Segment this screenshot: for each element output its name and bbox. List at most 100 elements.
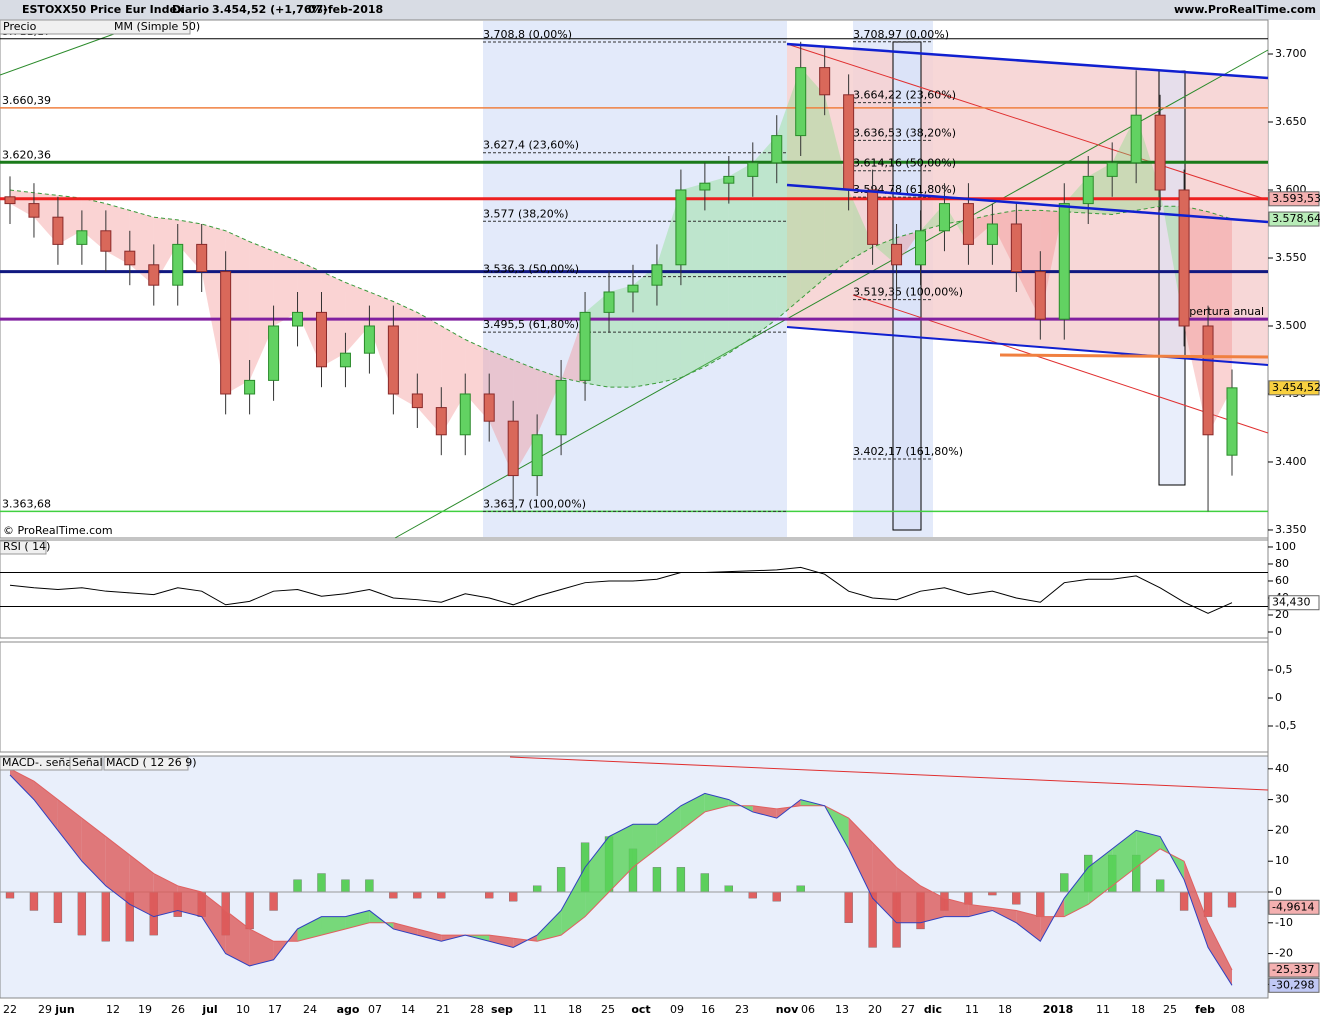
x-tick-label: 18	[568, 1003, 582, 1016]
band	[81, 818, 106, 886]
fib-label: 3.402,17 (161,80%)	[853, 445, 963, 458]
candle	[4, 196, 16, 205]
y-tick-label: -20	[1275, 947, 1293, 960]
histogram-bar	[485, 891, 494, 899]
band	[1064, 176, 1089, 214]
line	[9, 768, 1233, 971]
candle	[699, 182, 711, 191]
x-tick-label: nov	[776, 1003, 799, 1016]
fib-label: 3.363,7 (100,00%)	[483, 497, 586, 510]
band	[656, 805, 681, 849]
legend-box	[103, 756, 189, 771]
band	[273, 251, 298, 326]
histogram-bar	[53, 891, 63, 923]
legend-entry: MM (Simple 50)	[114, 20, 200, 33]
candle	[1058, 203, 1070, 320]
candle	[244, 379, 256, 395]
header: ESTOXX50 Price Eur Index Diario 3.454,52…	[0, 0, 1320, 20]
x-tick-label: jun	[54, 1003, 74, 1016]
band	[1064, 867, 1089, 917]
band	[896, 230, 921, 265]
x-tick-label: 06	[801, 1003, 815, 1016]
candle	[148, 264, 160, 286]
x-tick-label: 13	[835, 1003, 849, 1016]
value-tag-label: 3.578,64	[1272, 212, 1320, 225]
candle	[603, 291, 615, 313]
band	[201, 223, 226, 394]
y-tick-label: 0,5	[1275, 663, 1293, 676]
x-tick-label: 23	[735, 1003, 749, 1016]
band	[872, 842, 897, 923]
channel-line	[786, 183, 1269, 224]
band	[321, 916, 346, 936]
value-tag	[1268, 595, 1320, 611]
band	[585, 836, 610, 917]
x-tick-label: 24	[303, 1003, 317, 1016]
band	[896, 867, 921, 923]
panel-title-box	[0, 540, 47, 555]
symbol: ESTOXX50 Price Eur Index	[22, 3, 184, 16]
band	[968, 904, 993, 917]
y-tick-label: 20	[1275, 823, 1289, 836]
value-tag	[1268, 380, 1320, 396]
histogram-bar	[724, 885, 733, 893]
histogram-bar	[1012, 891, 1021, 905]
value-tag	[1268, 211, 1320, 227]
band	[1160, 189, 1185, 326]
line	[9, 566, 1233, 614]
value-tag-label: -4,9614	[1272, 900, 1314, 913]
band	[561, 867, 586, 936]
band	[1040, 898, 1065, 942]
fib-label: 3.627,4 (23,60%)	[483, 139, 579, 152]
candle	[339, 352, 351, 368]
rsi-panel	[0, 539, 1269, 639]
histogram-bar	[317, 873, 326, 893]
value-tag	[1268, 977, 1320, 993]
value-tag	[1268, 191, 1320, 207]
x-tick-label: ago	[337, 1003, 360, 1016]
band	[609, 285, 633, 388]
histogram-bar	[269, 891, 278, 911]
candle	[1202, 325, 1214, 436]
fib-label: 3.708,97 (0,00%)	[853, 28, 949, 41]
band	[105, 836, 130, 905]
y-tick-label: 20	[1275, 608, 1289, 621]
band	[632, 824, 657, 868]
y-tick-label: 3.550	[1275, 251, 1307, 264]
band	[465, 339, 490, 422]
candle	[1154, 114, 1166, 191]
y-tick-label: 0	[1275, 691, 1282, 704]
histogram-bar	[509, 891, 518, 902]
histogram-bar	[101, 891, 110, 942]
histogram-bar	[1060, 873, 1069, 893]
band	[33, 781, 58, 831]
band	[992, 210, 1017, 272]
fib-label: 3.536,3 (50,00%)	[483, 263, 579, 276]
date: 07-feb-2018	[308, 3, 383, 16]
y-tick-label: -0,5	[1275, 719, 1296, 732]
last-price: 3.454,52 (+1,76%)	[212, 3, 328, 16]
fib-label: 3.577 (38,20%)	[483, 207, 569, 220]
candle	[627, 284, 639, 293]
plot: 3.3503.4003.4503.5003.5503.6003.6503.700…	[0, 19, 1320, 1016]
band	[632, 264, 657, 388]
overlay	[786, 42, 1269, 366]
band	[968, 214, 993, 245]
band	[1208, 922, 1232, 986]
x-tick-label: 11	[533, 1003, 547, 1016]
band	[153, 217, 178, 286]
histogram-bar	[652, 867, 662, 893]
watermark: © ProRealTime.com	[3, 524, 113, 537]
band	[1136, 830, 1161, 868]
band	[800, 67, 825, 299]
fib-label: 3.664,22 (23,60%)	[853, 89, 956, 102]
x-tick-label: 18	[1131, 1003, 1145, 1016]
line	[9, 189, 1233, 388]
histogram-bar	[413, 891, 422, 899]
band	[848, 189, 873, 261]
candle	[723, 175, 735, 184]
histogram-bar	[437, 891, 446, 899]
band	[441, 325, 466, 435]
x-tick-label: feb	[1195, 1003, 1215, 1016]
